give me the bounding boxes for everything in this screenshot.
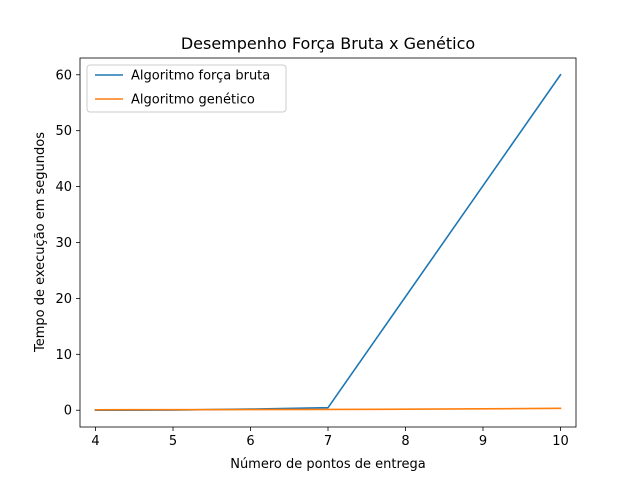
x-tick-label: 5 xyxy=(169,434,177,449)
x-tick-label: 9 xyxy=(479,434,487,449)
legend: Algoritmo força bruta Algoritmo genético xyxy=(86,64,287,113)
y-tick-label: 30 xyxy=(55,236,72,251)
x-axis-title: Número de pontos de entrega xyxy=(230,457,426,472)
x-axis: 4 5 6 7 8 9 10 xyxy=(91,427,569,449)
y-axis: 0 10 20 30 40 50 60 xyxy=(55,68,80,419)
legend-box xyxy=(86,64,287,113)
y-tick-label: 60 xyxy=(55,68,72,83)
series-line-2 xyxy=(94,407,562,411)
y-tick-label: 10 xyxy=(55,348,72,363)
chart-title: Desempenho Força Bruta x Genético xyxy=(181,34,475,53)
legend-label-1: Algoritmo força bruta xyxy=(131,69,270,84)
x-tick-label: 7 xyxy=(324,434,332,449)
x-tick-label: 4 xyxy=(91,434,99,449)
series-layer xyxy=(94,73,562,412)
y-axis-title: Tempo de execução em segundos xyxy=(33,132,48,353)
x-tick-label: 6 xyxy=(246,434,254,449)
x-tick-label: 8 xyxy=(401,434,409,449)
y-tick-label: 0 xyxy=(64,404,72,419)
y-tick-label: 40 xyxy=(55,180,72,195)
legend-label-2: Algoritmo genético xyxy=(131,93,255,108)
x-tick-label: 10 xyxy=(552,434,569,449)
y-tick-label: 50 xyxy=(55,124,72,139)
y-tick-label: 20 xyxy=(55,292,72,307)
